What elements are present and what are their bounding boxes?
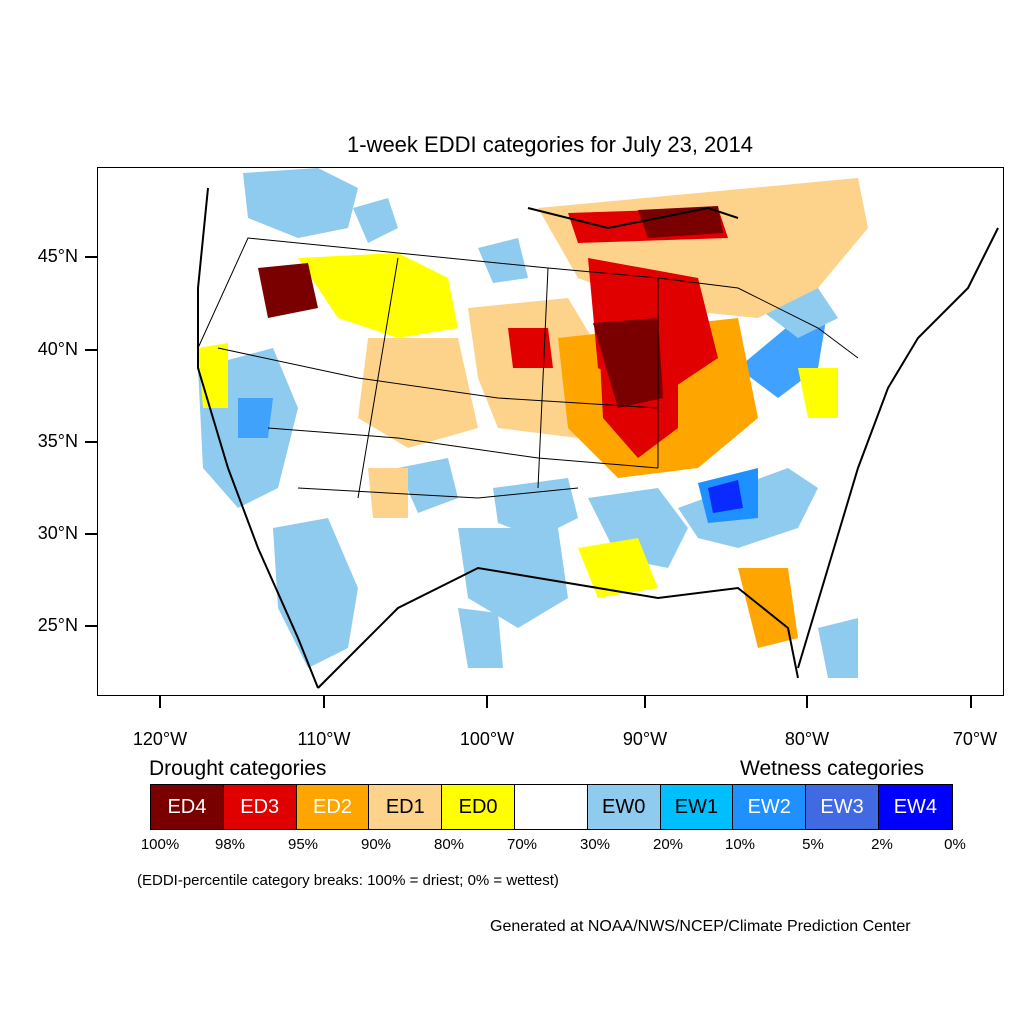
legend-box-ed2: ED2 <box>296 785 370 829</box>
x-label-70w: 70°W <box>952 729 998 749</box>
y-tick <box>85 441 97 443</box>
category-note: (EDDI-percentile category breaks: 100% =… <box>137 872 559 889</box>
break-label: 0% <box>944 836 966 853</box>
x-label-90w: 90°W <box>622 729 668 749</box>
x-tick <box>159 696 161 708</box>
coastlines <box>197 187 999 689</box>
y-label-40n: 40°N <box>37 339 78 359</box>
break-label: 95% <box>287 836 319 853</box>
break-label: 10% <box>724 836 756 853</box>
legend-bar: ED4 ED3 ED2 ED1 ED0 EW0 EW1 EW2 EW3 EW4 <box>150 784 953 830</box>
break-label: 100% <box>140 836 180 853</box>
wetness-heading: Wetness categories <box>740 757 925 780</box>
y-tick <box>85 256 97 258</box>
map-title: 1-week EDDI categories for July 23, 2014 <box>347 132 753 157</box>
x-label-120w: 120°W <box>132 729 188 749</box>
x-tick <box>970 696 972 708</box>
break-label: 20% <box>652 836 684 853</box>
x-tick <box>323 696 325 708</box>
drought-heading: Drought categories <box>149 757 327 780</box>
x-tick <box>486 696 488 708</box>
x-tick <box>806 696 808 708</box>
y-label-25n: 25°N <box>37 615 78 635</box>
break-label: 98% <box>214 836 246 853</box>
map-canvas <box>197 168 999 689</box>
legend-box-ed1: ED1 <box>369 785 443 829</box>
x-tick <box>644 696 646 708</box>
y-label-35n: 35°N <box>37 431 78 451</box>
credit-line: Generated at NOAA/NWS/NCEP/Climate Predi… <box>490 918 911 935</box>
legend-box-ew0: EW0 <box>587 785 661 829</box>
legend-label: EW2 <box>747 795 791 818</box>
legend-label: EW1 <box>674 795 719 818</box>
legend-box-ew1: EW1 <box>660 785 734 829</box>
y-label-30n: 30°N <box>37 523 78 543</box>
legend-label: ED1 <box>385 795 425 818</box>
legend-box-ew3: EW3 <box>806 785 879 829</box>
y-label-45n: 45°N <box>37 246 78 266</box>
y-tick <box>85 625 97 627</box>
legend-box-ed3: ED3 <box>223 785 297 829</box>
x-label-100w: 100°W <box>459 729 515 749</box>
break-label: 70% <box>506 836 538 853</box>
legend-box-ed0: ED0 <box>442 785 515 829</box>
legend-label: ED0 <box>458 795 498 818</box>
break-label: 90% <box>360 836 392 853</box>
break-label: 5% <box>802 836 824 853</box>
x-label-110w: 110°W <box>297 729 351 749</box>
legend-box-ew2: EW2 <box>733 785 807 829</box>
break-label: 30% <box>579 836 611 853</box>
legend-box-ew4: EW4 <box>878 785 952 829</box>
legend-label: EW0 <box>602 795 646 818</box>
break-label: 80% <box>433 836 465 853</box>
x-label-80w: 80°W <box>784 729 830 749</box>
legend-box-ed4: ED4 <box>151 785 224 829</box>
legend-label: ED3 <box>240 795 280 818</box>
legend-label: EW4 <box>893 795 938 818</box>
legend-label: ED4 <box>167 795 207 818</box>
y-tick <box>85 349 97 351</box>
legend-box-normal <box>514 785 588 829</box>
state-borders <box>197 237 859 499</box>
y-tick <box>85 533 97 535</box>
break-label: 2% <box>871 836 893 853</box>
legend-label: ED2 <box>313 795 352 818</box>
legend-label: EW3 <box>820 795 864 818</box>
eddi-map <box>97 167 1004 696</box>
